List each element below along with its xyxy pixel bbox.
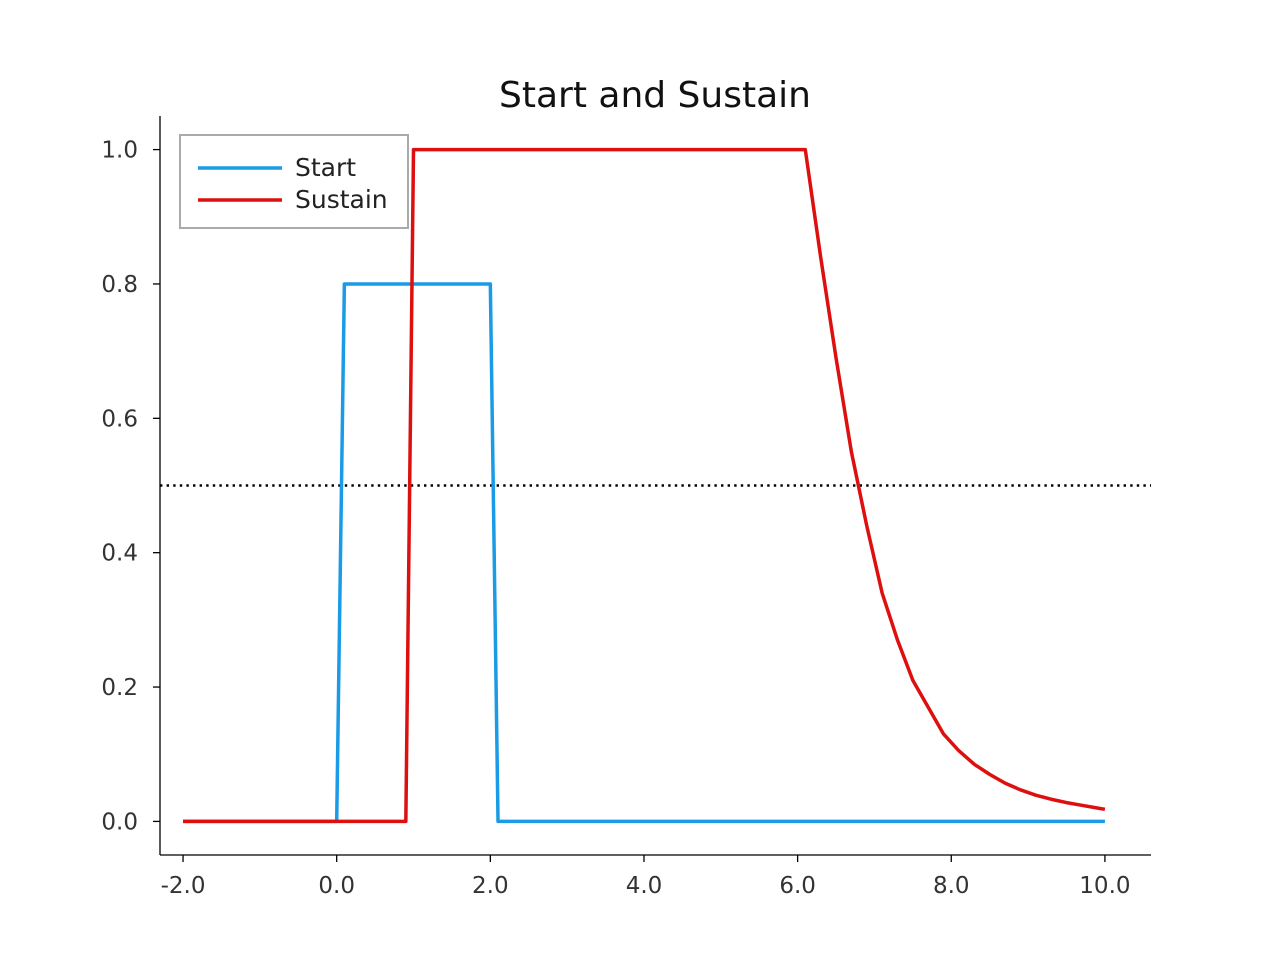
x-tick-label: 8.0	[933, 873, 970, 899]
x-ticks: -2.0 0.0 2.0 4.0 6.0 8.0 10.0	[161, 855, 1131, 899]
legend-label-sustain: Sustain	[295, 185, 388, 214]
legend-frame	[179, 134, 409, 229]
y-tick-label: 0.4	[101, 541, 138, 567]
y-tick-label: 0.2	[101, 675, 138, 701]
y-ticks: 0.0 0.2 0.4 0.6 0.8 1.0	[101, 138, 160, 835]
y-tick-label: 0.6	[101, 406, 138, 432]
y-tick-label: 1.0	[101, 138, 138, 164]
series-line-sustain	[183, 147, 1106, 824]
series-line-start	[183, 282, 1105, 824]
x-tick-label: 4.0	[626, 873, 663, 899]
x-tick-label: 10.0	[1079, 873, 1130, 899]
legend: Start Sustain	[179, 134, 409, 229]
legend-label-start: Start	[295, 153, 356, 182]
x-tick-label: 6.0	[779, 873, 816, 899]
x-tick-label: 0.0	[318, 873, 355, 899]
x-tick-label: -2.0	[161, 873, 206, 899]
series-layer	[183, 147, 1106, 824]
y-tick-label: 0.0	[101, 809, 138, 835]
x-tick-label: 2.0	[472, 873, 509, 899]
y-tick-label: 0.8	[101, 272, 138, 298]
chart-title: Start and Sustain	[499, 75, 811, 116]
